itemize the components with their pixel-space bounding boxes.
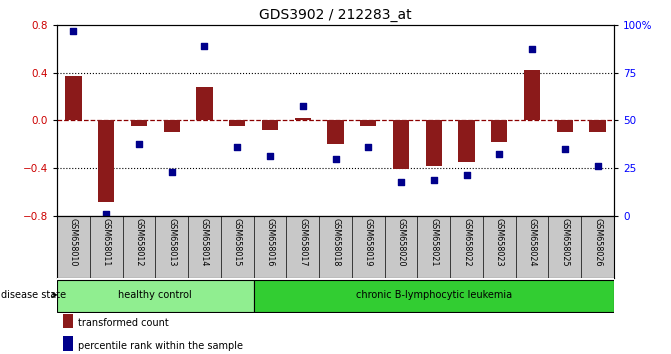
Text: GSM658019: GSM658019 — [364, 218, 373, 267]
Bar — [295, 118, 311, 120]
Bar — [524, 70, 540, 120]
Point — [461, 172, 472, 178]
Text: GSM658012: GSM658012 — [134, 218, 144, 267]
Bar — [557, 120, 573, 132]
Text: GSM658010: GSM658010 — [69, 218, 78, 267]
Bar — [393, 120, 409, 169]
Point — [396, 180, 407, 185]
Text: GSM658021: GSM658021 — [429, 218, 438, 267]
Point — [330, 156, 341, 161]
Point — [68, 28, 79, 34]
Bar — [491, 120, 507, 142]
Bar — [57, 280, 254, 312]
Bar — [425, 120, 442, 166]
Point — [428, 177, 439, 183]
Text: GSM658025: GSM658025 — [560, 218, 569, 267]
Bar — [229, 120, 246, 126]
Point — [363, 144, 374, 149]
Bar — [327, 120, 344, 144]
Bar — [62, 314, 72, 329]
Point — [101, 211, 111, 217]
Bar — [458, 120, 475, 162]
Text: chronic B-lymphocytic leukemia: chronic B-lymphocytic leukemia — [356, 290, 512, 300]
Text: GSM658014: GSM658014 — [200, 218, 209, 267]
Text: GSM658024: GSM658024 — [527, 218, 537, 267]
Text: GSM658020: GSM658020 — [397, 218, 405, 267]
Bar — [254, 280, 614, 312]
Text: GSM658011: GSM658011 — [102, 218, 111, 267]
Bar — [360, 120, 376, 126]
Text: GSM658017: GSM658017 — [298, 218, 307, 267]
Bar — [262, 120, 278, 130]
Text: GSM658026: GSM658026 — [593, 218, 602, 267]
Bar — [98, 120, 114, 202]
Bar — [197, 87, 213, 120]
Point — [232, 144, 243, 149]
Text: GSM658013: GSM658013 — [167, 218, 176, 267]
Bar — [62, 337, 72, 351]
Point — [264, 153, 275, 159]
Point — [134, 141, 144, 147]
Bar — [65, 76, 82, 120]
Point — [494, 151, 505, 156]
Bar — [164, 120, 180, 132]
Text: GSM658023: GSM658023 — [495, 218, 504, 267]
Title: GDS3902 / 212283_at: GDS3902 / 212283_at — [259, 8, 412, 22]
Text: GSM658018: GSM658018 — [331, 218, 340, 267]
Point — [297, 103, 308, 109]
Text: GSM658016: GSM658016 — [266, 218, 274, 267]
Text: transformed count: transformed count — [79, 319, 169, 329]
Text: healthy control: healthy control — [119, 290, 192, 300]
Bar — [589, 120, 606, 132]
Point — [560, 146, 570, 152]
Bar — [131, 120, 147, 126]
Text: GSM658022: GSM658022 — [462, 218, 471, 267]
Point — [592, 163, 603, 169]
Text: GSM658015: GSM658015 — [233, 218, 242, 267]
Point — [166, 169, 177, 175]
Point — [199, 44, 210, 49]
Text: percentile rank within the sample: percentile rank within the sample — [79, 341, 243, 351]
Point — [527, 46, 537, 51]
Text: disease state: disease state — [1, 290, 66, 300]
